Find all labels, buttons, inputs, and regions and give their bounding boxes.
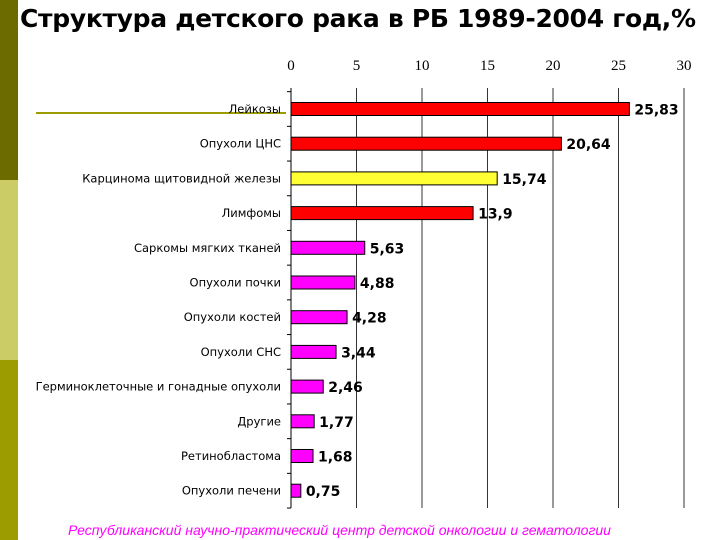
data-label: 1,68 [318, 450, 353, 466]
category-label: Другие [237, 414, 281, 428]
page-title: Структура детского рака в РБ 1989-2004 г… [20, 4, 696, 33]
data-label: 4,88 [360, 276, 395, 292]
side-decor-bar-top [0, 0, 18, 180]
side-decor-bar-middle [0, 180, 18, 360]
category-label: Лимфомы [222, 206, 281, 220]
data-label: 2,46 [328, 380, 363, 396]
category-label: Опухоли костей [184, 310, 281, 324]
bar [290, 379, 324, 394]
data-label: 5,63 [370, 241, 405, 257]
footer-source: Республиканский научно-практический цент… [68, 522, 611, 538]
data-label: 25,83 [634, 103, 678, 119]
data-label: 1,77 [319, 415, 354, 431]
data-label: 0,75 [306, 484, 341, 500]
category-label: Опухоли СНС [201, 345, 281, 359]
category-label: Ретинобластома [181, 449, 281, 463]
bar [290, 414, 315, 429]
x-tick-label: 10 [415, 58, 430, 74]
category-label: Лейкозы [229, 102, 281, 116]
x-tick-label: 20 [546, 58, 561, 74]
category-label: Опухоли ЦНС [200, 137, 281, 151]
category-label: Опухоли почки [190, 276, 281, 290]
bar [290, 449, 314, 463]
side-decor-bar-bottom [0, 360, 18, 540]
data-label: 15,74 [502, 172, 547, 188]
x-tick-label: 15 [480, 58, 495, 74]
data-label: 20,64 [566, 137, 611, 153]
bar [290, 344, 337, 359]
bar [290, 102, 630, 116]
x-tick-label: 0 [287, 58, 295, 74]
bar [290, 171, 498, 186]
x-tick-label: 5 [353, 58, 361, 74]
x-tick-label: 25 [611, 58, 626, 74]
bar [290, 240, 366, 255]
title-underline [36, 112, 286, 114]
category-label: Опухоли печени [182, 484, 281, 498]
bar [290, 206, 474, 221]
bar [290, 310, 348, 325]
bar [290, 275, 356, 290]
x-tick-label: 30 [677, 58, 692, 74]
category-label: Герминоклеточные и гонадные опухоли [36, 380, 281, 394]
bar [290, 136, 562, 151]
data-label: 13,9 [478, 207, 513, 223]
data-label: 4,28 [352, 311, 387, 327]
bar [290, 483, 302, 498]
data-label: 3,44 [341, 345, 376, 361]
category-label: Карцинома щитовидной железы [82, 171, 281, 185]
category-label: Саркомы мягких тканей [134, 241, 281, 255]
